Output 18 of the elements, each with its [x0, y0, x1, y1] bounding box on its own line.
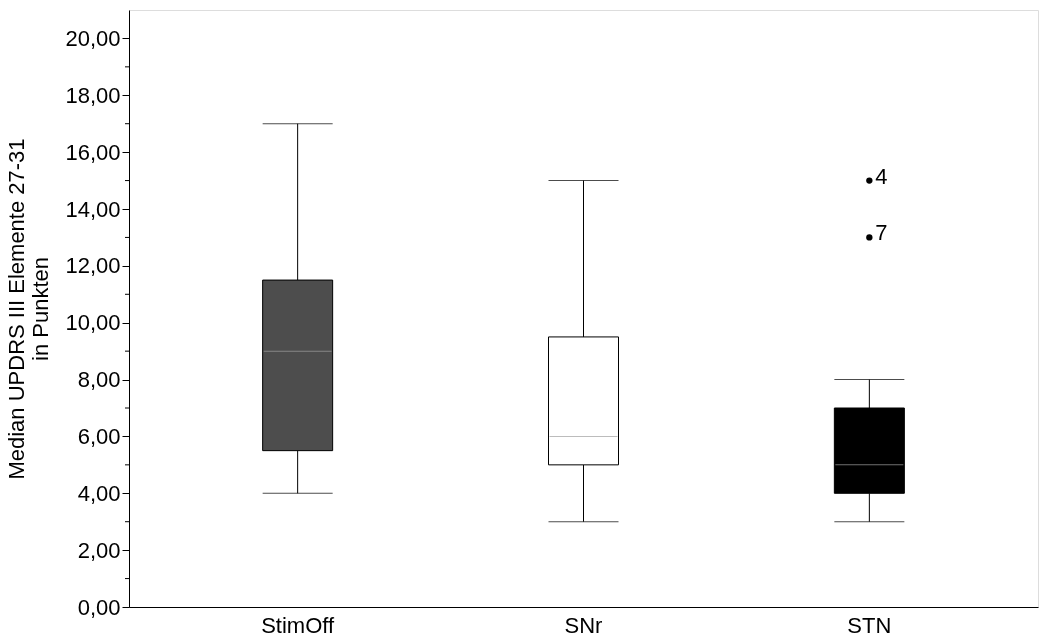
x-tick-label: SNr: [564, 612, 603, 638]
y-tick-label: 16,00: [65, 139, 121, 165]
annotation: 4: [875, 163, 888, 189]
y-tick-label: 20,00: [65, 25, 121, 51]
y-tick-label: 0,00: [77, 594, 121, 620]
text: Median UPDRS III Elemente 27-31: [4, 138, 30, 480]
annotation: 7: [875, 220, 888, 246]
y-tick-label: 4,00: [77, 480, 121, 506]
y-tick-label: 6,00: [77, 423, 121, 449]
y-tick-label: 18,00: [65, 82, 121, 108]
y-tick-label: 8,00: [77, 367, 121, 393]
x-tick-label: StimOff: [261, 612, 335, 638]
y-tick-label: 12,00: [65, 253, 121, 279]
y-tick-label: 10,00: [65, 310, 121, 336]
x-tick-label: STN: [847, 612, 892, 638]
y-tick-label: 14,00: [65, 196, 121, 222]
text: in Punkten: [28, 257, 54, 361]
y-tick-label: 2,00: [77, 537, 121, 563]
